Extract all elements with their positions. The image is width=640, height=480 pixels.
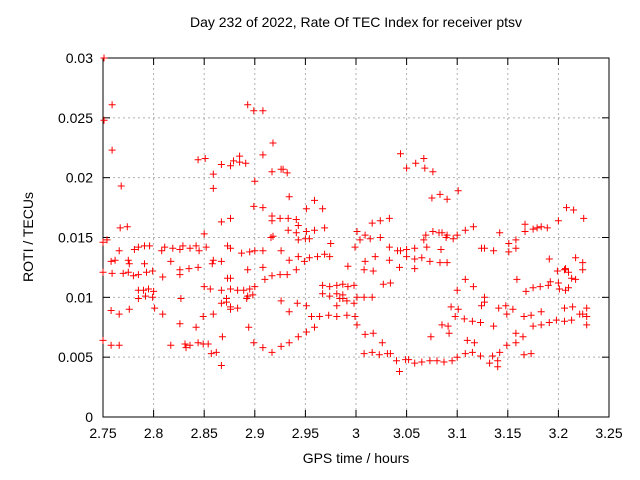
svg-text:3.2: 3.2 [549,425,569,441]
svg-text:3.1: 3.1 [447,425,467,441]
tick-labels: 2.75 2.8 2.85 2.9 2.95 3 3.05 3.1 3.15 3.2 3.25 0 0.… [58,50,623,441]
svg-text:3.15: 3.15 [494,425,521,441]
svg-text:3: 3 [352,425,360,441]
axes [102,57,610,418]
svg-text:0.01: 0.01 [66,289,93,305]
svg-text:0.015: 0.015 [58,230,93,246]
svg-text:0.005: 0.005 [58,349,93,365]
svg-text:2.75: 2.75 [89,425,116,441]
svg-text:2.9: 2.9 [245,425,265,441]
svg-text:0.02: 0.02 [66,170,93,186]
svg-text:2.95: 2.95 [292,425,319,441]
svg-text:0: 0 [85,409,93,425]
x-axis-label: GPS time / hours [303,450,410,466]
svg-text:0.025: 0.025 [58,110,93,126]
data-points [99,54,591,375]
svg-text:0.03: 0.03 [66,50,93,66]
svg-text:3.05: 3.05 [393,425,420,441]
grid-lines [103,58,609,417]
y-axis-label: ROTI / TECUs [20,192,36,282]
chart-title: Day 232 of 2022, Rate Of TEC Index for r… [190,14,522,30]
svg-text:2.85: 2.85 [191,425,218,441]
svg-text:3.25: 3.25 [595,425,622,441]
svg-text:2.8: 2.8 [144,425,164,441]
